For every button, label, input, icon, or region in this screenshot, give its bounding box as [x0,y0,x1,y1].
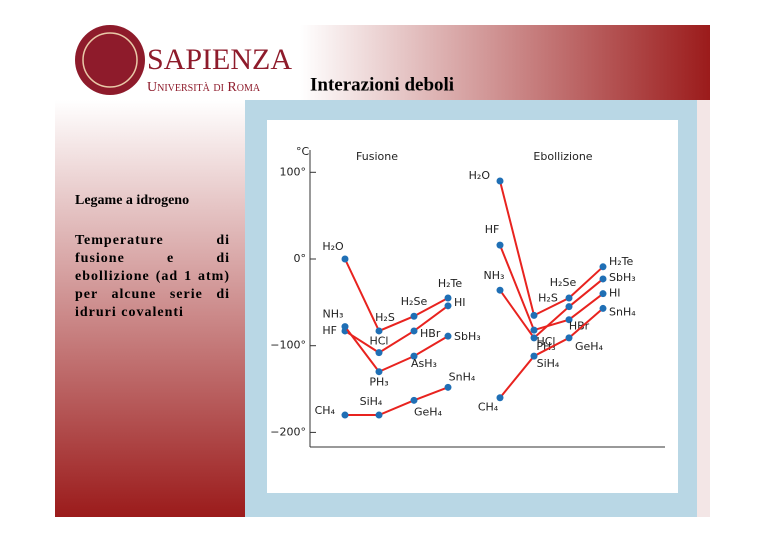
point-label: H₂Te [438,277,463,290]
point-label: CH₄ [478,401,499,414]
point-label: HI [609,287,621,300]
data-point [599,275,607,283]
point-label: H₂Se [401,295,428,308]
slide-title: Interazioni deboli [310,74,454,95]
point-label: HF [322,324,337,337]
point-label: GeH₄ [414,405,443,418]
data-point [496,394,504,402]
point-label: H₂O [469,169,491,182]
data-point [530,334,538,342]
data-point [444,302,452,310]
point-label: NH₃ [484,269,505,282]
point-label: HI [454,296,466,309]
header-band [300,25,710,100]
logo-ring [82,32,138,88]
data-point [530,352,538,360]
point-label: HCl [536,335,555,348]
data-point [444,332,452,340]
point-label: SbH₃ [454,330,481,343]
series-line [499,307,604,399]
y-unit: °C [296,145,310,158]
series-line [344,305,449,354]
data-point [410,352,418,360]
data-point [341,255,349,263]
data-point [496,177,504,185]
sidebar-band [55,100,245,517]
brand: SAPIENZA [147,43,292,76]
point-label: H₂S [538,291,558,304]
point-label: HBr [420,327,441,340]
university: Università di Roma [147,80,261,95]
data-point [375,349,383,357]
series-line [344,326,449,373]
point-label: SnH₄ [449,370,476,383]
y-tick-label: 0° [294,252,307,265]
logo [75,25,145,95]
data-point [565,334,573,342]
point-label: HCl [369,335,388,348]
sidebar-text: Temperature di fusione e di ebollizione … [75,233,230,320]
data-point [410,396,418,404]
series-line [499,180,604,317]
point-label: AsH₃ [411,357,437,370]
point-label: H₂O [322,240,344,253]
data-point [496,241,504,249]
data-point [341,323,349,331]
chart-area [267,120,678,493]
data-point [496,286,504,294]
point-label: H₂Te [609,255,634,268]
panel-title: Ebollizione [533,150,592,163]
point-label: NH₃ [323,308,344,321]
point-label: CH₄ [315,404,336,417]
point-label: HBr [569,320,590,333]
point-label: H₂Se [550,276,577,289]
point-label: HF [485,223,500,236]
data-point [530,311,538,319]
series-line [344,258,449,333]
panel-title: Fusione [356,150,398,163]
data-point [341,411,349,419]
data-point [530,326,538,334]
point-label: PH₃ [536,340,555,353]
y-tick-label: 100° [280,165,307,178]
data-point [375,411,383,419]
data-point [565,294,573,302]
point-label: PH₃ [369,376,388,389]
point-label: GeH₄ [575,340,604,353]
point-label: SbH₃ [609,271,636,284]
data-point [444,294,452,302]
series-line [499,278,604,340]
point-label: SnH₄ [609,305,636,318]
point-label: H₂S [375,311,395,324]
point-label: SiH₄ [360,395,383,408]
data-point [375,327,383,335]
data-point [375,368,383,376]
data-point [565,303,573,311]
sidebar-heading: Legame a idrogeno [75,193,189,208]
data-point [599,263,607,271]
point-label: SiH₄ [537,357,560,370]
y-tick-label: −200° [270,425,306,438]
data-point [599,290,607,298]
data-point [599,304,607,312]
series-line [499,244,604,332]
data-point [410,312,418,320]
data-point [565,316,573,324]
series-line [345,386,449,417]
data-point [410,327,418,335]
data-point [444,383,452,391]
y-tick-label: −100° [270,339,306,352]
